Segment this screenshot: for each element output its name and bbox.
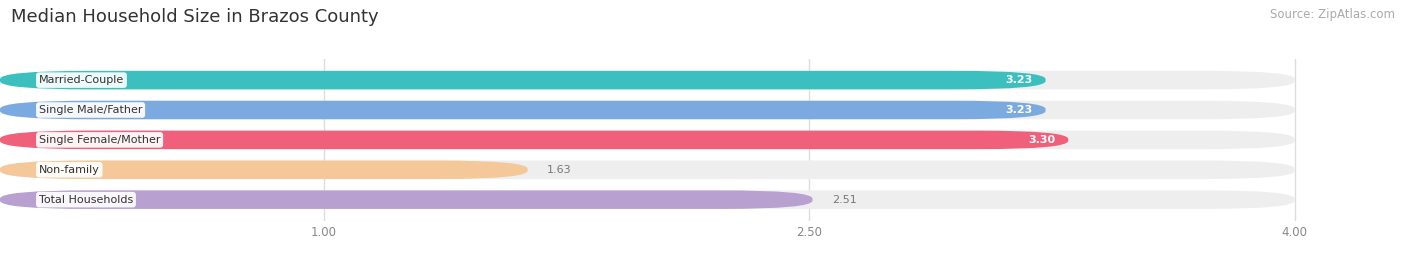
- Text: 3.23: 3.23: [1005, 105, 1032, 115]
- Text: Median Household Size in Brazos County: Median Household Size in Brazos County: [11, 8, 378, 26]
- FancyBboxPatch shape: [0, 161, 527, 179]
- FancyBboxPatch shape: [0, 190, 1295, 209]
- Text: 3.30: 3.30: [1028, 135, 1056, 145]
- Text: 3.23: 3.23: [1005, 75, 1032, 85]
- Text: Married-Couple: Married-Couple: [39, 75, 124, 85]
- FancyBboxPatch shape: [0, 190, 813, 209]
- FancyBboxPatch shape: [0, 131, 1295, 149]
- Text: Single Female/Mother: Single Female/Mother: [39, 135, 160, 145]
- FancyBboxPatch shape: [0, 161, 1295, 179]
- FancyBboxPatch shape: [0, 101, 1046, 119]
- Text: Single Male/Father: Single Male/Father: [39, 105, 142, 115]
- Text: 1.63: 1.63: [547, 165, 572, 175]
- Text: 2.51: 2.51: [832, 195, 856, 205]
- FancyBboxPatch shape: [0, 131, 1069, 149]
- FancyBboxPatch shape: [0, 71, 1295, 89]
- FancyBboxPatch shape: [0, 71, 1046, 89]
- FancyBboxPatch shape: [0, 101, 1295, 119]
- Text: Source: ZipAtlas.com: Source: ZipAtlas.com: [1270, 8, 1395, 21]
- Text: Total Households: Total Households: [39, 195, 134, 205]
- Text: Non-family: Non-family: [39, 165, 100, 175]
